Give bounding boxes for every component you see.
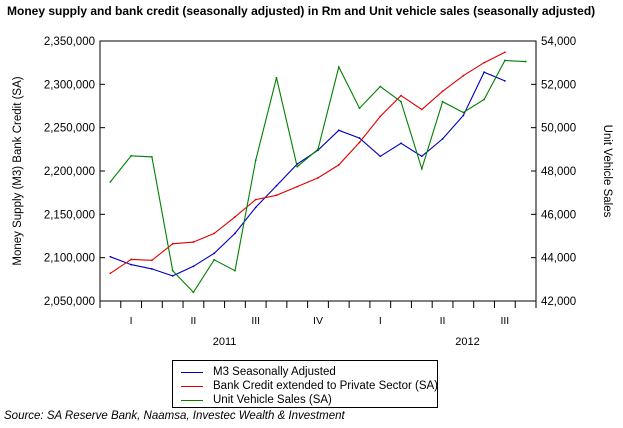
x-axis-quarter-label: II (191, 315, 197, 327)
legend: M3 Seasonally Adjusted Bank Credit exten… (172, 360, 438, 408)
x-axis-quarter-label: I (379, 315, 382, 327)
x-axis-quarter-label: II (440, 315, 446, 327)
right-axis-tick-label: 50,000 (541, 123, 576, 135)
right-axis-tick-label: 44,000 (541, 253, 576, 265)
left-axis-tick-label: 2,250,000 (44, 123, 95, 135)
right-axis-title: Unit Vehicle Sales (601, 125, 613, 218)
source-note: Source: SA Reserve Bank, Naamsa, Investe… (4, 410, 345, 422)
left-axis-tick-label: 2,350,000 (44, 36, 95, 48)
chart-title: Money supply and bank credit (seasonally… (7, 4, 596, 18)
legend-label-vehicles: Unit Vehicle Sales (SA) (213, 394, 332, 406)
x-axis-quarter-label: I (130, 315, 133, 327)
x-axis-quarter-label: III (251, 315, 260, 327)
left-axis-tick-label: 2,100,000 (44, 253, 95, 265)
right-axis-tick-label: 46,000 (541, 209, 576, 221)
legend-swatch-credit (181, 386, 203, 387)
right-axis-tick-label: 54,000 (541, 36, 576, 48)
left-axis-tick-label: 2,150,000 (44, 209, 95, 221)
left-axis-title: Money Supply (M3) Bank Credit (SA) (12, 76, 24, 265)
right-axis-tick-label: 42,000 (541, 296, 576, 308)
left-axis-tick-label: 2,050,000 (44, 296, 95, 308)
right-axis-tick-label: 48,000 (541, 166, 576, 178)
x-axis-quarter-label: III (500, 315, 509, 327)
x-axis-year-label: 2011 (213, 336, 237, 348)
x-axis-year-label: 2012 (455, 336, 479, 348)
left-axis-tick-label: 2,200,000 (44, 166, 95, 178)
legend-swatch-m3 (181, 372, 203, 373)
legend-label-m3: M3 Seasonally Adjusted (213, 366, 336, 378)
series-line-vehicles (109, 59, 526, 294)
legend-label-credit: Bank Credit extended to Private Sector (… (213, 380, 438, 392)
right-axis-tick-label: 52,000 (541, 79, 576, 91)
left-axis-tick-label: 2,300,000 (44, 79, 95, 91)
plot-frame (99, 40, 537, 302)
legend-swatch-vehicles (181, 400, 203, 401)
series-line-credit (110, 51, 506, 274)
x-axis-quarter-label: IV (313, 315, 323, 327)
